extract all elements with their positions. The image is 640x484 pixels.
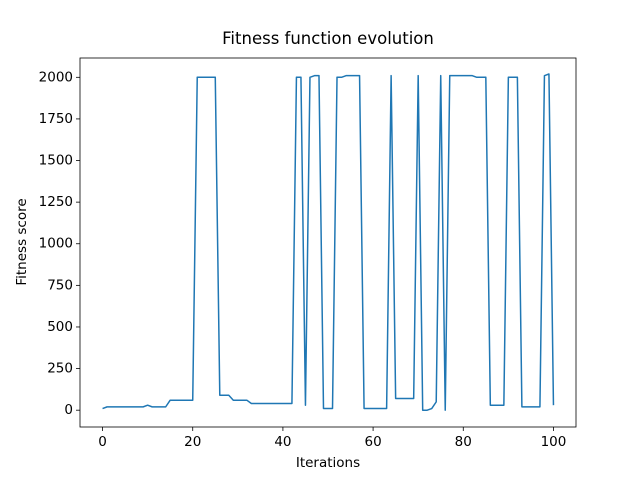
y-tick-label: 1750: [39, 111, 73, 127]
x-tick-label: 80: [455, 434, 472, 450]
y-tick-label: 1000: [39, 236, 73, 252]
plot-frame: [79, 57, 577, 428]
x-axis-label: Iterations: [296, 455, 360, 471]
y-tick-label: 250: [47, 361, 73, 377]
y-tick-label: 750: [47, 277, 73, 293]
y-axis-label: Fitness score: [14, 198, 30, 285]
x-tick-label: 0: [98, 434, 107, 450]
y-tick-label: 500: [47, 319, 73, 335]
y-tick-label: 2000: [39, 69, 73, 85]
x-tick-label: 100: [541, 434, 567, 450]
x-tick-label: 20: [184, 434, 201, 450]
chart-title: Fitness function evolution: [222, 29, 434, 48]
y-tick-label: 0: [64, 402, 73, 418]
x-tick-label: 60: [364, 434, 381, 450]
y-tick-label: 1250: [39, 194, 73, 210]
data-line: [102, 73, 555, 411]
x-tick-label: 40: [274, 434, 291, 450]
y-tick-label: 1500: [39, 153, 73, 169]
